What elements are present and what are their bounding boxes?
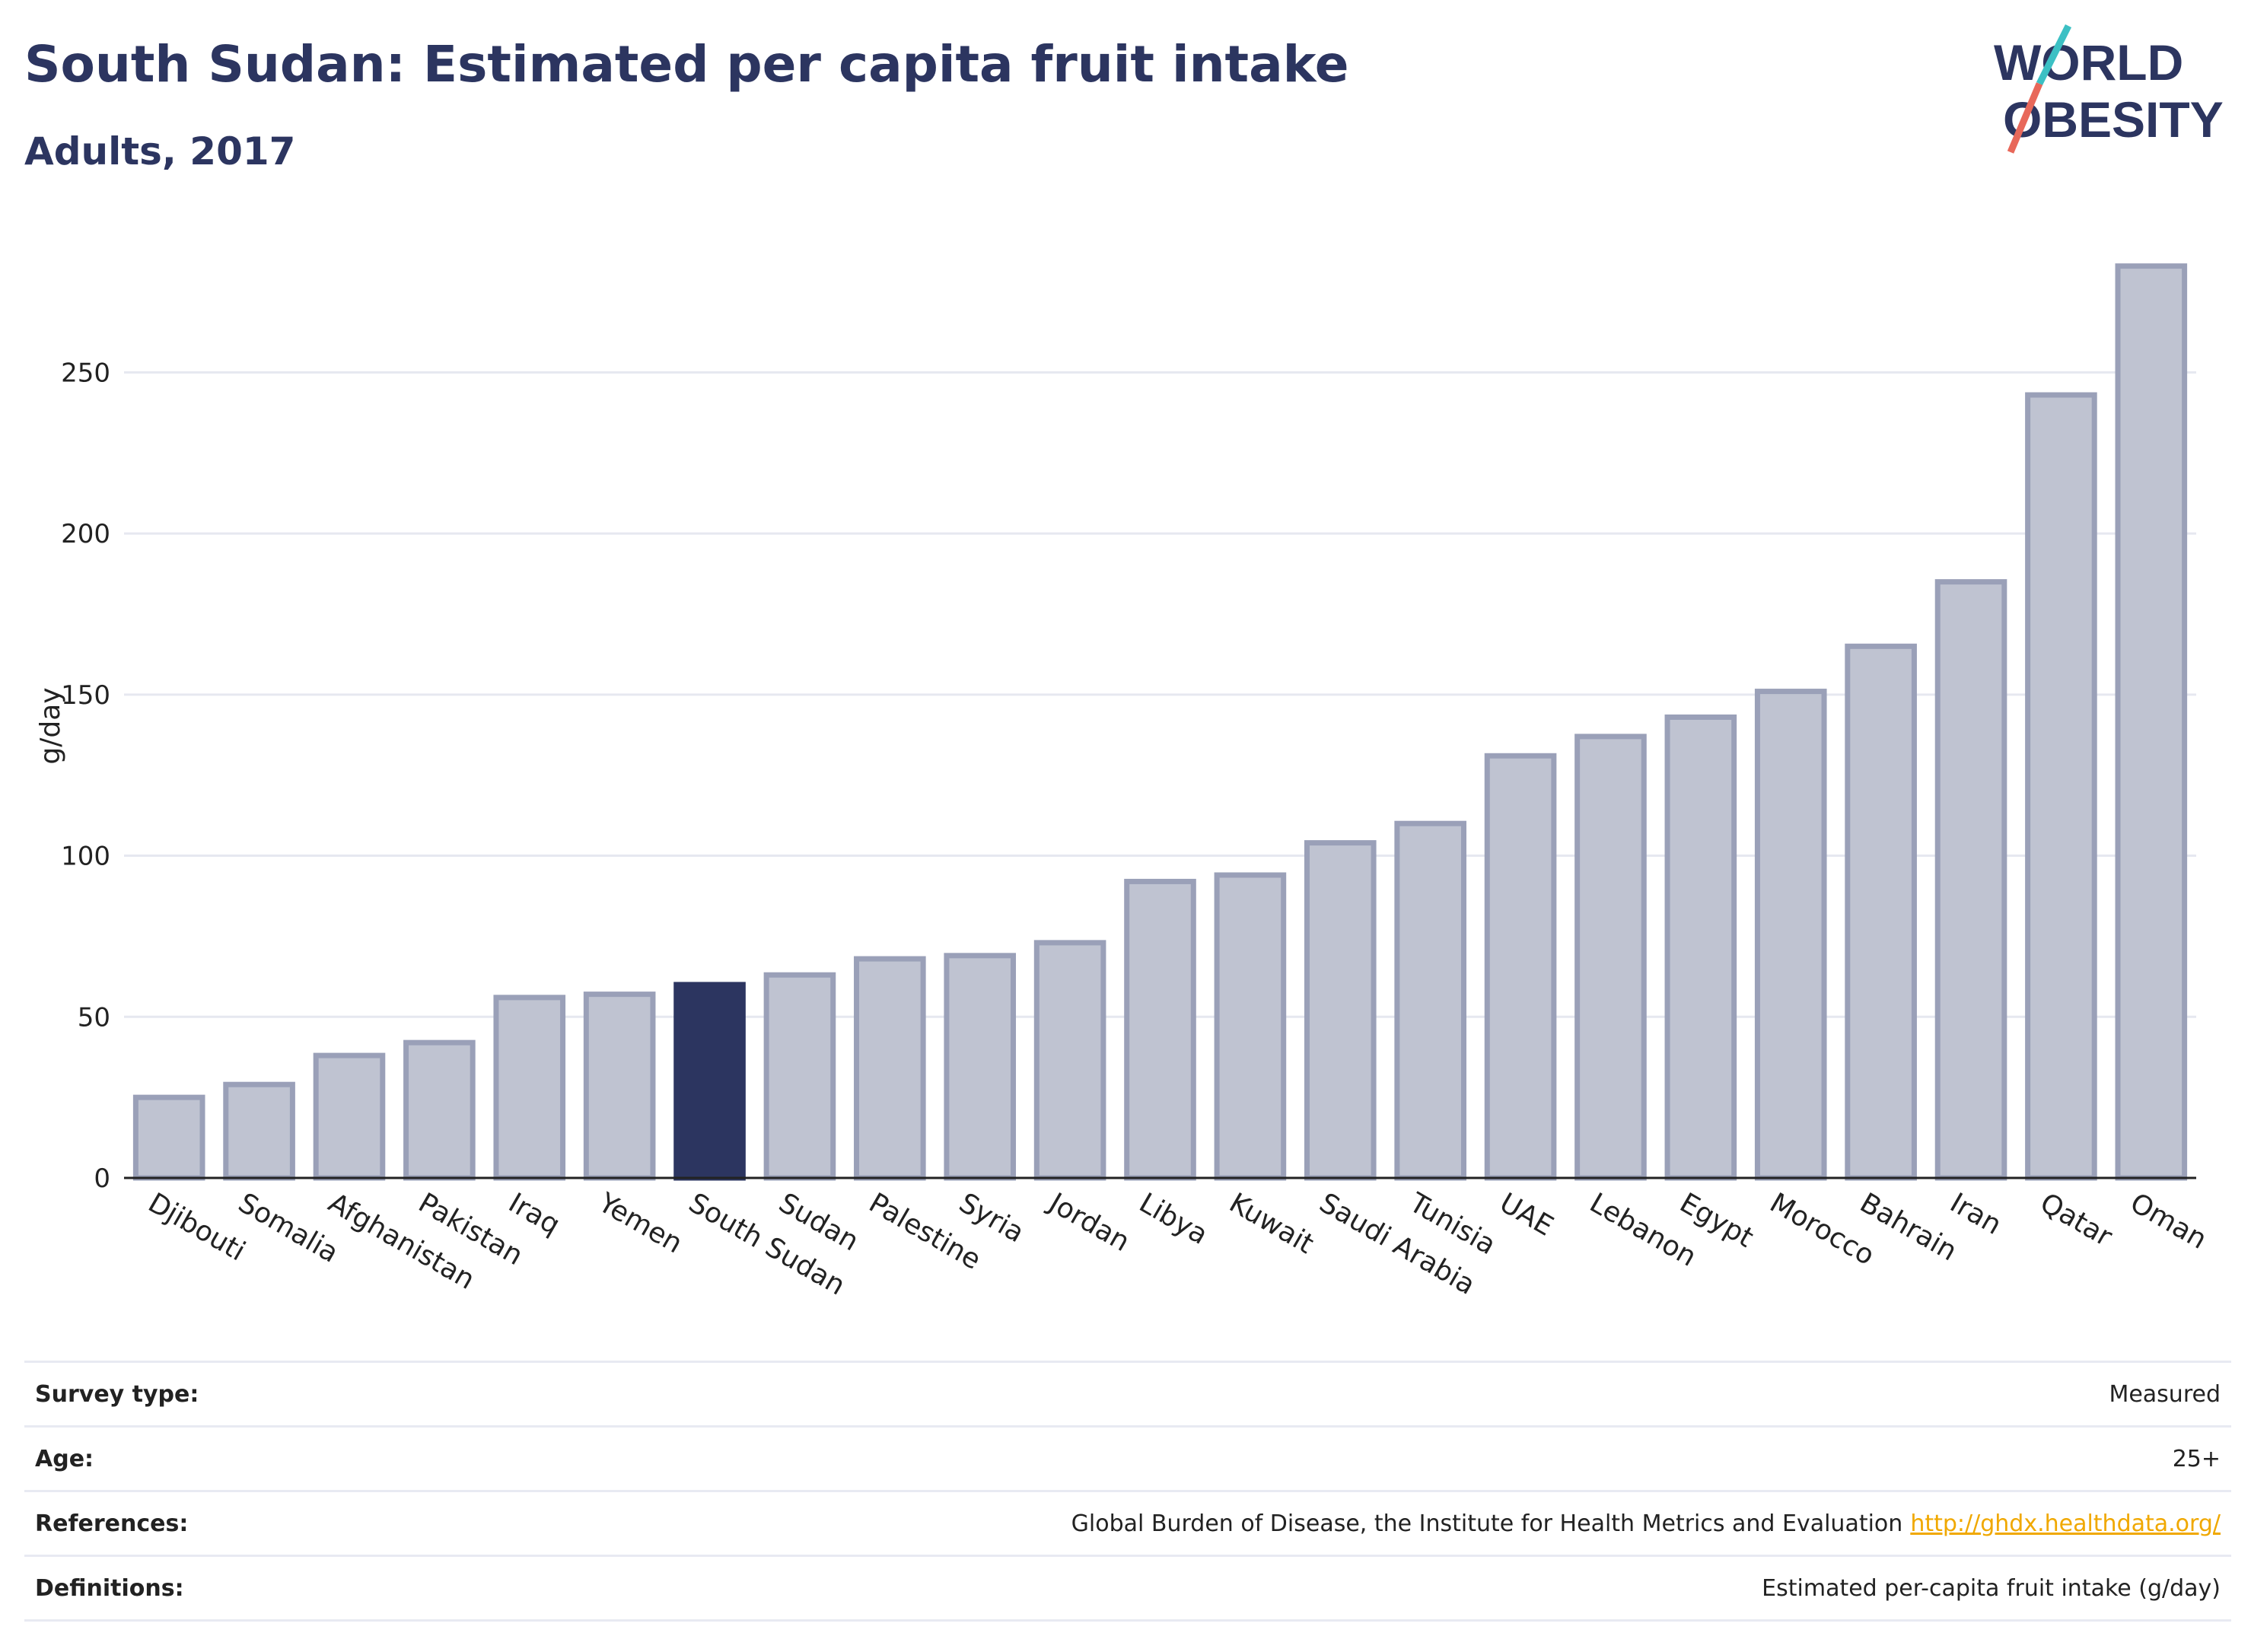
bar: [403, 1039, 476, 1181]
bar: [583, 992, 656, 1181]
info-row-definitions: Definitions: Estimated per-capita fruit …: [24, 1555, 2231, 1622]
bar: [673, 982, 746, 1181]
bar: [1033, 940, 1106, 1181]
info-value-references: Global Burden of Disease, the Institute …: [1071, 1510, 2231, 1537]
logo-line1: WORLD: [1994, 34, 2183, 91]
info-value: 25+: [2172, 1445, 2221, 1472]
bar: [493, 995, 566, 1181]
x-tick-label: Qatar: [2035, 1187, 2117, 1253]
info-value: Estimated per-capita fruit intake (g/day…: [1762, 1574, 2221, 1602]
bar: [763, 972, 836, 1181]
bar: [1664, 714, 1737, 1181]
bar: [1574, 734, 1647, 1181]
bar: [1304, 840, 1377, 1181]
y-tick-label: 100: [61, 842, 110, 872]
y-tick-label: 150: [61, 680, 110, 711]
x-tick-label: Iran: [1945, 1187, 2007, 1241]
x-tick-label: Kuwait: [1224, 1187, 1319, 1260]
bar: [854, 956, 926, 1181]
bar: [2025, 392, 2097, 1181]
world-obesity-logo: WORLD OBESITY: [1979, 23, 2237, 160]
info-label: References:: [35, 1510, 189, 1537]
x-tick-label: Saudi Arabia: [1314, 1187, 1480, 1301]
x-tick-label: South Sudan: [683, 1187, 850, 1301]
bar: [1845, 643, 1917, 1181]
y-tick-label: 250: [61, 358, 110, 388]
y-tick-label: 50: [78, 1002, 110, 1033]
info-label: Survey type:: [35, 1380, 199, 1408]
x-tick-label: UAE: [1495, 1187, 1559, 1242]
bar: [1934, 579, 2007, 1181]
bar-chart: 050100150200250g/dayDjiboutiSomaliaAfgha…: [35, 263, 2212, 1302]
x-tick-label: Oman: [2125, 1187, 2211, 1256]
info-table: Survey type: Measured Age: 25+ Reference…: [24, 1361, 2231, 1622]
info-label: Age:: [35, 1445, 94, 1472]
info-label: Definitions:: [35, 1574, 184, 1602]
bar: [1124, 878, 1196, 1181]
bar: [1484, 753, 1557, 1181]
bar: [944, 953, 1017, 1181]
x-tick-label: Yemen: [593, 1187, 688, 1260]
x-tick-label: Iraq: [503, 1187, 565, 1241]
page-subtitle: Adults, 2017: [24, 129, 296, 173]
bar: [1754, 689, 1827, 1181]
y-axis-label: g/day: [35, 687, 66, 764]
y-tick-label: 200: [61, 519, 110, 549]
x-tick-label: Jordan: [1043, 1186, 1135, 1258]
references-text: Global Burden of Disease, the Institute …: [1071, 1510, 1903, 1537]
bar: [2115, 263, 2188, 1181]
logo-slash-red: [2007, 82, 2043, 154]
info-row-age: Age: 25+: [24, 1425, 2231, 1490]
x-tick-label: Libya: [1134, 1187, 1213, 1251]
x-tick-label: Somalia: [233, 1187, 343, 1269]
bar: [313, 1052, 386, 1181]
logo-slash-teal: [2036, 24, 2072, 86]
bar: [132, 1094, 205, 1181]
y-tick-label: 0: [94, 1163, 110, 1194]
page-title: South Sudan: Estimated per capita fruit …: [24, 35, 1349, 94]
info-row-survey-type: Survey type: Measured: [24, 1361, 2231, 1425]
bar: [223, 1081, 295, 1181]
x-tick-label: Djibouti: [143, 1187, 250, 1267]
logo-line2: OBESITY: [2003, 91, 2224, 148]
info-row-references: References: Global Burden of Disease, th…: [24, 1490, 2231, 1555]
bar: [1394, 820, 1466, 1181]
bar: [1214, 872, 1287, 1181]
info-value: Measured: [2109, 1380, 2221, 1408]
references-link[interactable]: http://ghdx.healthdata.org/: [1910, 1510, 2221, 1537]
